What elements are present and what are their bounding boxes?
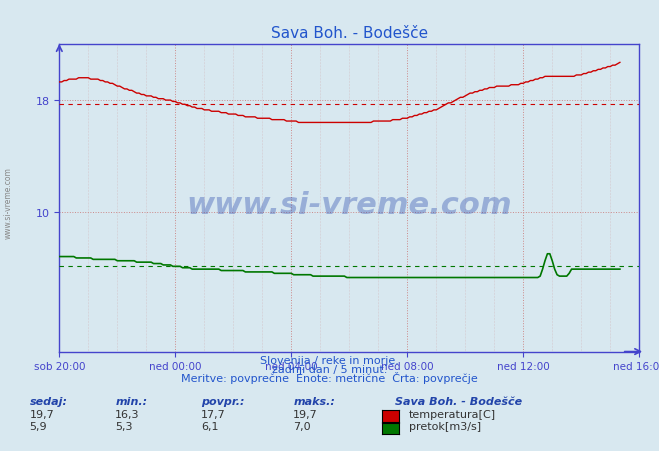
Text: pretok[m3/s]: pretok[m3/s] bbox=[409, 421, 480, 431]
Text: temperatura[C]: temperatura[C] bbox=[409, 409, 496, 419]
Text: 5,3: 5,3 bbox=[115, 421, 133, 431]
Text: www.si-vreme.com: www.si-vreme.com bbox=[3, 167, 13, 239]
Text: 5,9: 5,9 bbox=[30, 421, 47, 431]
Text: zadnji dan / 5 minut.: zadnji dan / 5 minut. bbox=[272, 364, 387, 374]
Text: 19,7: 19,7 bbox=[293, 409, 318, 419]
Text: maks.:: maks.: bbox=[293, 396, 335, 405]
Text: 6,1: 6,1 bbox=[201, 421, 219, 431]
Text: min.:: min.: bbox=[115, 396, 148, 405]
Text: 17,7: 17,7 bbox=[201, 409, 226, 419]
Text: Sava Boh. - Bodešče: Sava Boh. - Bodešče bbox=[395, 396, 523, 405]
Text: Meritve: povprečne  Enote: metrične  Črta: povprečje: Meritve: povprečne Enote: metrične Črta:… bbox=[181, 371, 478, 383]
Text: 19,7: 19,7 bbox=[30, 409, 55, 419]
Text: sedaj:: sedaj: bbox=[30, 396, 68, 405]
Title: Sava Boh. - Bodešče: Sava Boh. - Bodešče bbox=[271, 26, 428, 41]
Text: www.si-vreme.com: www.si-vreme.com bbox=[186, 190, 512, 219]
Text: povpr.:: povpr.: bbox=[201, 396, 244, 405]
Text: 16,3: 16,3 bbox=[115, 409, 140, 419]
Text: Slovenija / reke in morje.: Slovenija / reke in morje. bbox=[260, 355, 399, 365]
Text: 7,0: 7,0 bbox=[293, 421, 311, 431]
